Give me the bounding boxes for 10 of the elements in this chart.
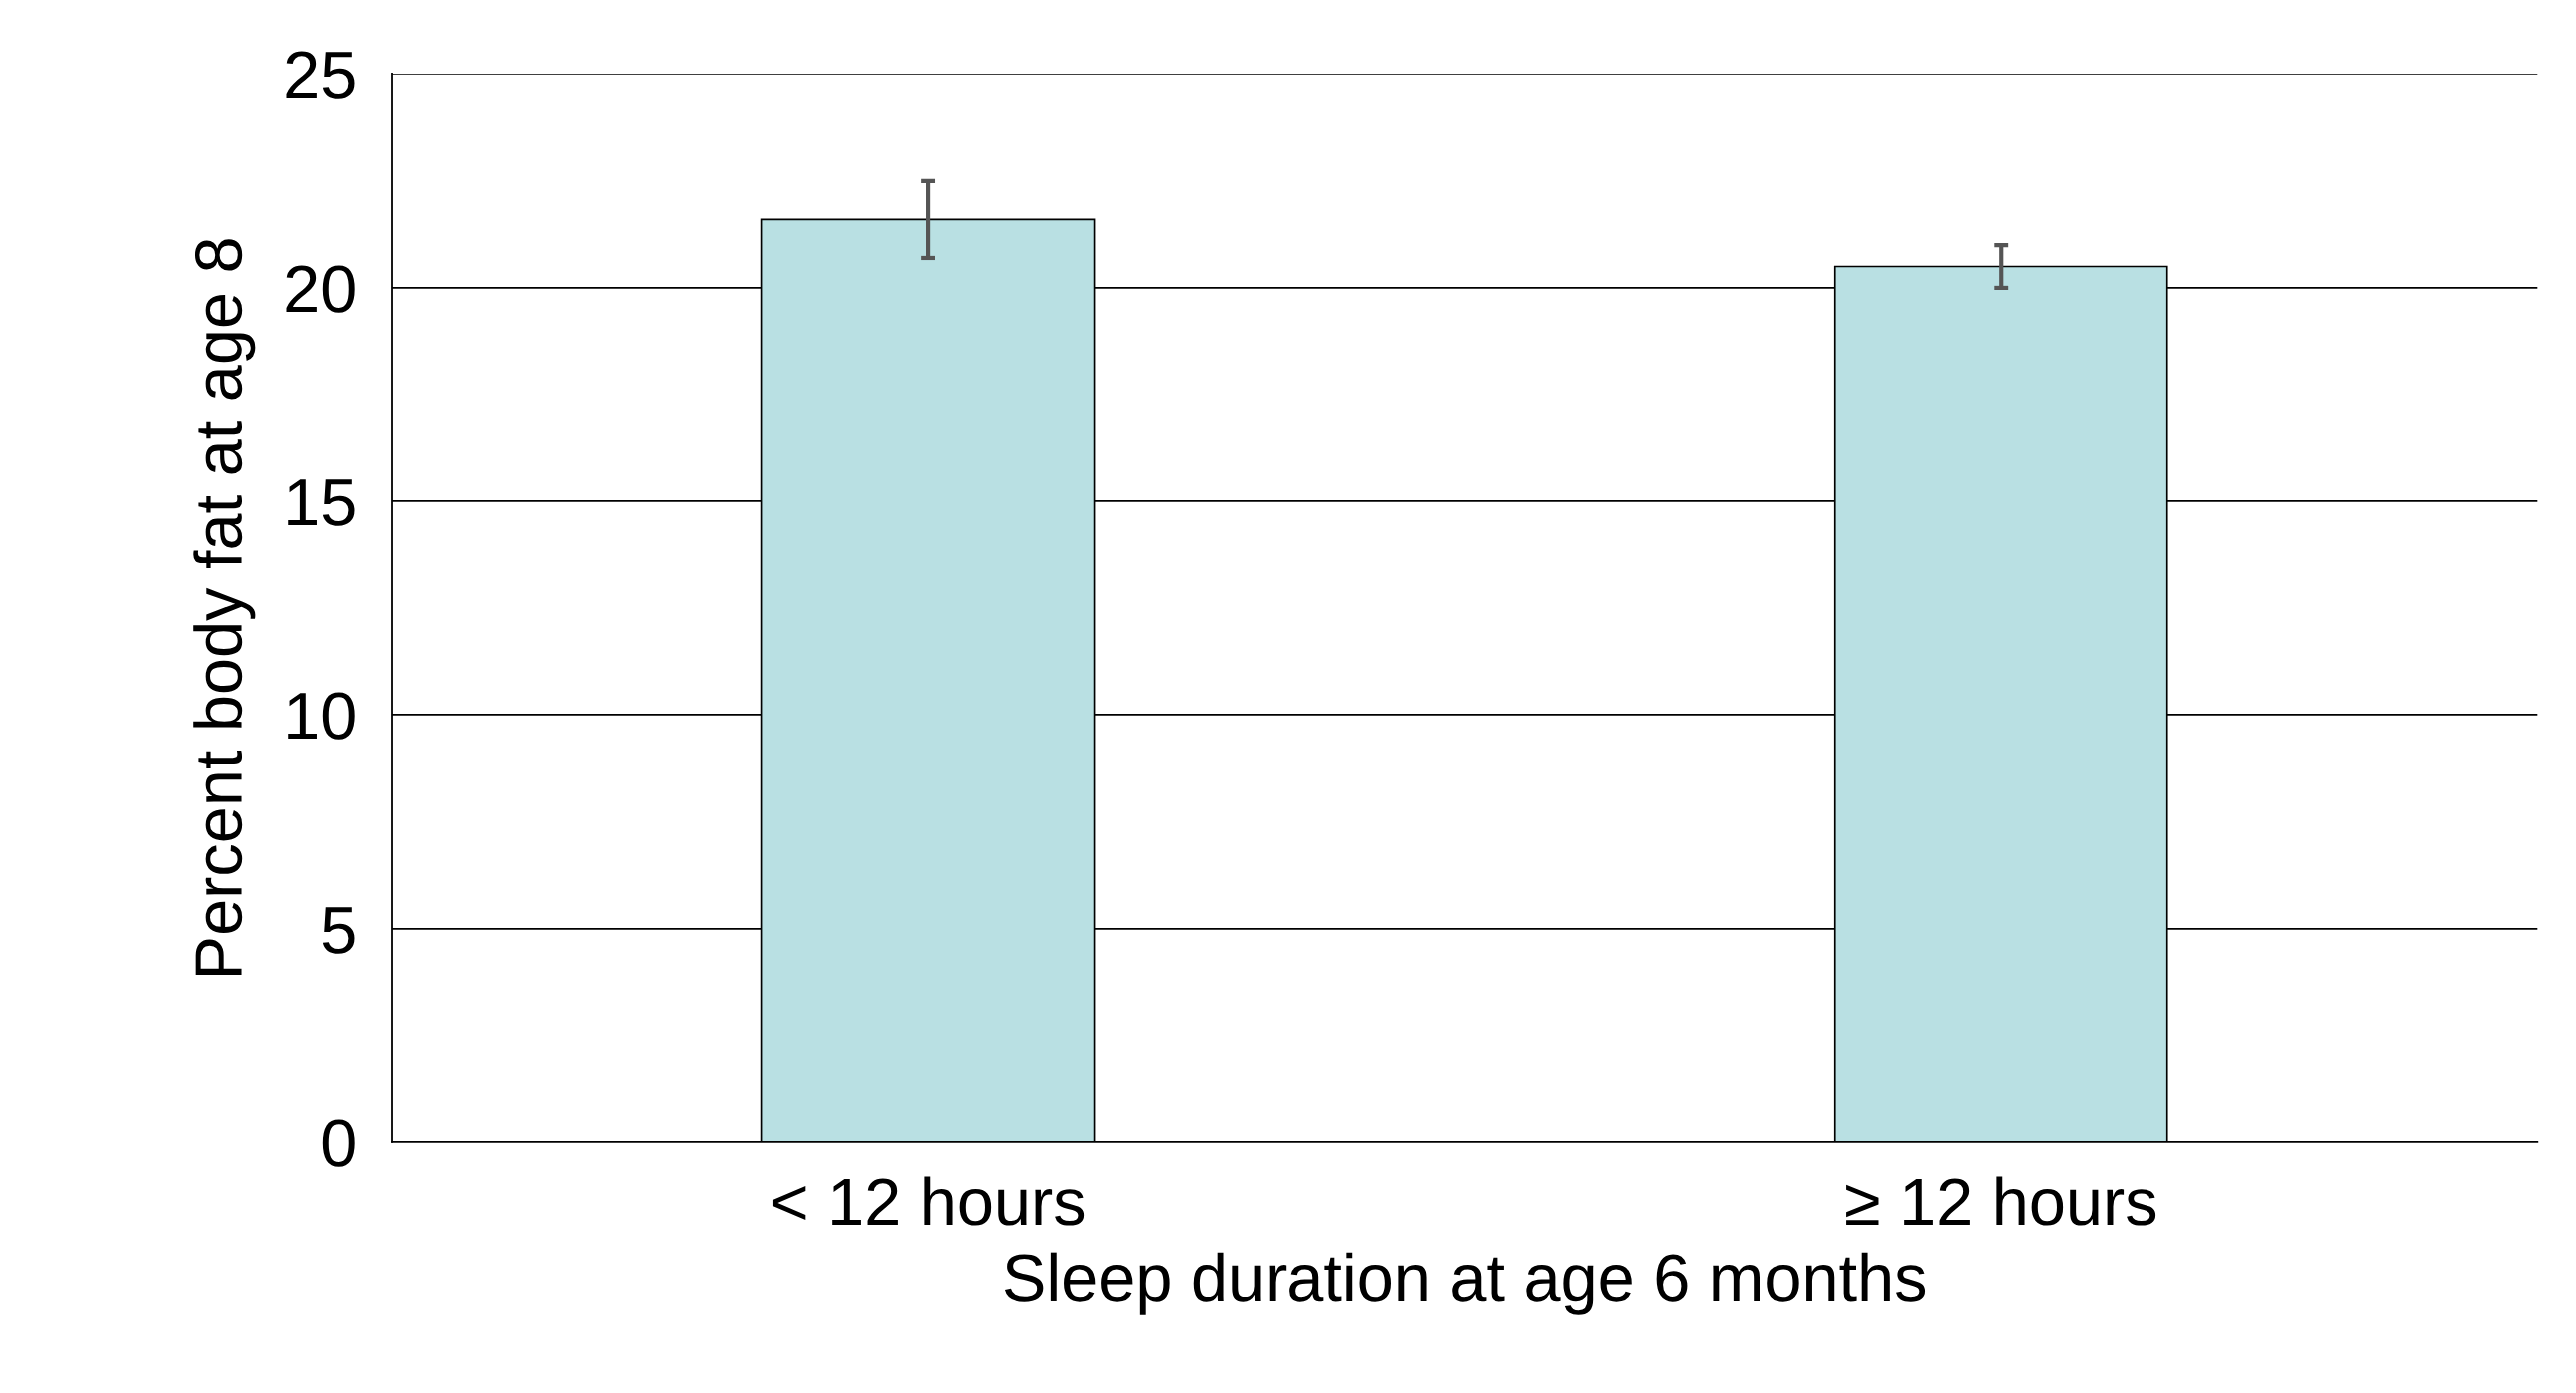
x-axis-title: Sleep duration at age 6 months <box>1004 1252 1926 1315</box>
y-tick-label: 5 <box>322 907 355 954</box>
y-tick-label: 15 <box>288 479 355 526</box>
y-tick-label: 10 <box>288 692 355 740</box>
y-axis-title: Percent body fat at age 8 <box>193 239 256 975</box>
y-tick-label: 25 <box>286 51 355 99</box>
x-tick-label: < 12 hours <box>772 1176 1085 1226</box>
x-tick-label: ≥ 12 hours <box>1846 1176 2156 1226</box>
y-tick-label: 20 <box>286 265 355 313</box>
y-tick-label: 0 <box>322 1119 355 1167</box>
